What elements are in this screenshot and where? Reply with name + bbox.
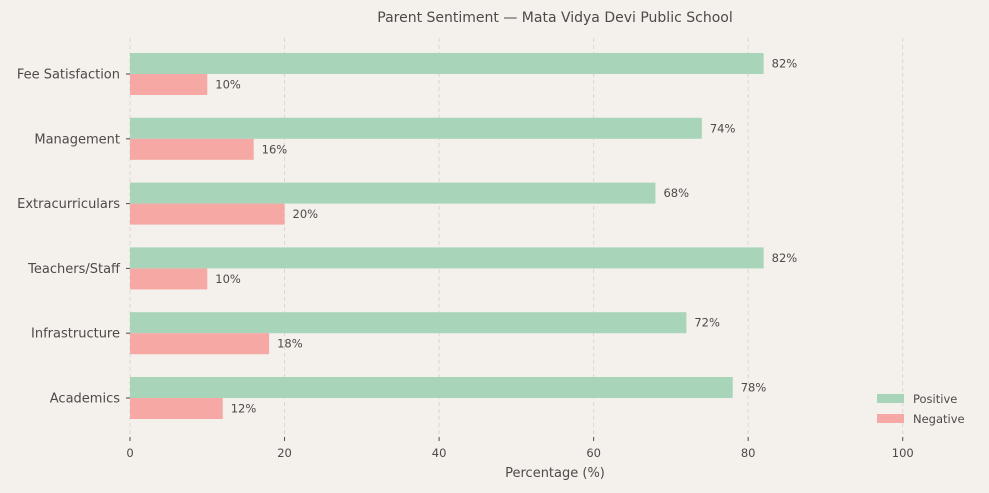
gridlines bbox=[129, 38, 904, 437]
data-label: 78% bbox=[741, 381, 767, 395]
data-label: 10% bbox=[215, 272, 241, 286]
legend-label: Positive bbox=[913, 392, 957, 406]
x-tick-label: 40 bbox=[432, 446, 447, 460]
bar-negative bbox=[130, 268, 208, 290]
data-label: 74% bbox=[710, 121, 736, 135]
bar-positive bbox=[130, 377, 733, 398]
bar-positive bbox=[130, 312, 687, 334]
bars bbox=[130, 53, 764, 419]
x-tick-label: 100 bbox=[892, 446, 914, 460]
bar-negative bbox=[130, 333, 270, 355]
x-tick-label: 0 bbox=[126, 446, 133, 460]
bar-negative bbox=[130, 398, 223, 419]
legend-swatch-positive bbox=[877, 394, 904, 403]
data-label: 10% bbox=[215, 78, 241, 92]
y-tick-label: Infrastructure bbox=[31, 327, 120, 342]
data-labels: 78% 12% 72% 18% 82% 10% 68% 20% 74% 16% 82% 10% bbox=[215, 57, 797, 416]
data-label: 82% bbox=[772, 251, 798, 265]
y-tick-label: Fee Satisfaction bbox=[17, 68, 120, 83]
legend-label: Negative bbox=[913, 412, 965, 426]
y-tick-label: Extracurriculars bbox=[17, 197, 120, 212]
chart-title: Parent Sentiment — Mata Vidya Devi Publi… bbox=[377, 10, 732, 26]
data-label: 12% bbox=[231, 402, 257, 416]
x-tick-label: 80 bbox=[741, 446, 756, 460]
y-tick-label: Academics bbox=[50, 392, 120, 407]
bar-positive bbox=[130, 247, 764, 269]
bar-negative bbox=[130, 138, 254, 160]
x-axis-label: Percentage (%) bbox=[505, 466, 605, 481]
data-label: 72% bbox=[694, 316, 720, 330]
legend: Positive Negative bbox=[877, 392, 965, 426]
legend-swatch-negative bbox=[877, 414, 904, 423]
data-label: 16% bbox=[262, 142, 288, 156]
data-label: 82% bbox=[772, 57, 798, 71]
data-label: 20% bbox=[293, 207, 319, 221]
data-label: 18% bbox=[277, 337, 303, 351]
x-tick-label: 20 bbox=[277, 446, 292, 460]
data-label: 68% bbox=[663, 186, 689, 200]
bar-negative bbox=[130, 203, 285, 225]
bar-negative bbox=[130, 74, 208, 95]
y-tick-label: Management bbox=[34, 132, 120, 147]
bar-positive bbox=[130, 53, 764, 74]
y-ticks: Academics Infrastructure Teachers/Staff Ext… bbox=[17, 68, 130, 407]
x-ticks: 0 20 40 60 80 100 bbox=[126, 437, 914, 460]
bar-positive bbox=[130, 182, 656, 204]
bar-positive bbox=[130, 117, 702, 139]
y-tick-label: Teachers/Staff bbox=[27, 262, 121, 277]
x-tick-label: 60 bbox=[586, 446, 601, 460]
